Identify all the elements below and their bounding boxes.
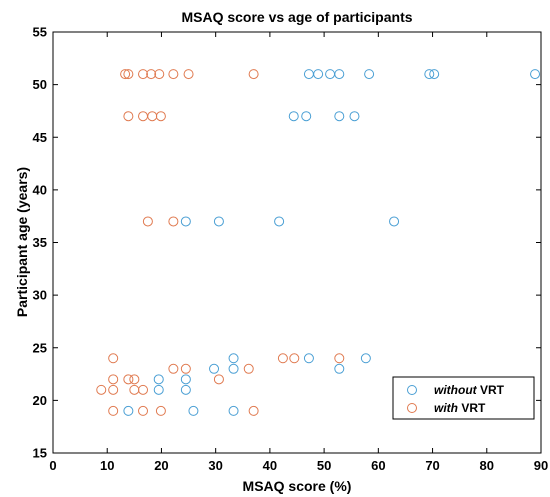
- legend: without VRT with VRT: [392, 376, 535, 420]
- data-point-without-vrt: [153, 374, 164, 385]
- legend-marker-with-vrt: [407, 403, 417, 413]
- y-tick-label: 35: [33, 235, 47, 250]
- legend-marker-without-vrt: [407, 385, 417, 395]
- data-point-with-vrt: [146, 69, 157, 80]
- x-tick-label: 0: [49, 458, 56, 473]
- data-point-with-vrt: [183, 69, 194, 80]
- data-point-without-vrt: [360, 353, 371, 364]
- y-tick-label: 20: [33, 393, 47, 408]
- data-point-with-vrt: [108, 353, 119, 364]
- data-point-with-vrt: [129, 384, 140, 395]
- data-point-without-vrt: [180, 216, 191, 227]
- data-point-without-vrt: [313, 69, 324, 80]
- legend-label-without-rest: VRT: [477, 383, 505, 397]
- data-point-with-vrt: [123, 69, 134, 80]
- data-point-with-vrt: [289, 353, 300, 364]
- data-point-with-vrt: [334, 353, 345, 364]
- x-tick-label: 90: [534, 458, 548, 473]
- y-axis: 15 20 25 30 35 40 45 50 55: [33, 25, 541, 461]
- data-point-with-vrt: [243, 363, 254, 374]
- legend-label-with-em: with: [434, 401, 458, 415]
- data-point-without-vrt: [180, 384, 191, 395]
- data-point-without-vrt: [209, 363, 220, 374]
- data-point-with-vrt: [108, 374, 119, 385]
- y-tick-label: 30: [33, 288, 47, 303]
- y-tick-label: 55: [33, 25, 47, 40]
- x-tick-label: 50: [317, 458, 331, 473]
- chart-title: MSAQ score vs age of participants: [181, 9, 412, 25]
- data-point-without-vrt: [334, 69, 345, 80]
- x-tick-label: 10: [100, 458, 114, 473]
- x-tick-label: 80: [480, 458, 494, 473]
- data-point-with-vrt: [277, 353, 288, 364]
- data-point-with-vrt: [155, 111, 166, 122]
- y-tick-label: 15: [33, 446, 47, 461]
- x-tick-label: 20: [154, 458, 168, 473]
- data-point-without-vrt: [334, 363, 345, 374]
- data-point-without-vrt: [228, 405, 239, 416]
- data-point-with-vrt: [154, 69, 165, 80]
- data-point-with-vrt: [123, 111, 134, 122]
- data-point-with-vrt: [168, 69, 179, 80]
- data-point-without-vrt: [288, 111, 299, 122]
- data-point-with-vrt: [138, 405, 149, 416]
- x-tick-label: 70: [425, 458, 439, 473]
- data-point-with-vrt: [248, 69, 259, 80]
- x-tick-label: 60: [371, 458, 385, 473]
- data-point-without-vrt: [349, 111, 360, 122]
- data-point-without-vrt: [389, 216, 400, 227]
- data-point-with-vrt: [248, 405, 259, 416]
- data-point-with-vrt: [138, 69, 149, 80]
- data-point-without-vrt: [123, 405, 134, 416]
- data-points: [96, 69, 541, 416]
- data-point-with-vrt: [108, 384, 119, 395]
- data-point-with-vrt: [138, 384, 149, 395]
- y-tick-label: 45: [33, 130, 47, 145]
- data-point-without-vrt: [213, 216, 224, 227]
- data-point-without-vrt: [228, 353, 239, 364]
- y-tick-label: 25: [33, 340, 47, 355]
- data-point-without-vrt: [325, 69, 336, 80]
- data-point-with-vrt: [129, 374, 140, 385]
- data-point-with-vrt: [123, 374, 134, 385]
- data-point-with-vrt: [168, 216, 179, 227]
- x-tick-label: 40: [263, 458, 277, 473]
- y-tick-label: 50: [33, 77, 47, 92]
- data-point-without-vrt: [364, 69, 375, 80]
- data-point-without-vrt: [429, 69, 440, 80]
- data-point-with-vrt: [138, 111, 149, 122]
- data-point-without-vrt: [228, 363, 239, 374]
- data-point-without-vrt: [530, 69, 541, 80]
- x-tick-label: 30: [208, 458, 222, 473]
- data-point-with-vrt: [155, 405, 166, 416]
- data-point-without-vrt: [274, 216, 285, 227]
- data-point-without-vrt: [303, 69, 314, 80]
- legend-label-with-vrt: with VRT: [434, 401, 486, 415]
- data-point-with-vrt: [96, 384, 107, 395]
- y-axis-label: Participant age (years): [14, 167, 30, 317]
- data-point-with-vrt: [147, 111, 158, 122]
- legend-box: [392, 376, 535, 420]
- data-point-without-vrt: [303, 353, 314, 364]
- x-axis: 0 10 20 30 40 50 60 70 80 90: [49, 32, 548, 473]
- data-point-without-vrt: [188, 405, 199, 416]
- data-point-without-vrt: [424, 69, 435, 80]
- data-point-without-vrt: [334, 111, 345, 122]
- data-point-without-vrt: [153, 384, 164, 395]
- legend-label-with-rest: VRT: [458, 401, 486, 415]
- data-point-without-vrt: [180, 374, 191, 385]
- data-point-without-vrt: [301, 111, 312, 122]
- data-point-with-vrt: [108, 405, 119, 416]
- legend-label-without-em: without: [434, 383, 478, 397]
- legend-label-without-vrt: without VRT: [434, 383, 505, 397]
- data-point-with-vrt: [142, 216, 153, 227]
- data-point-with-vrt: [120, 69, 131, 80]
- data-point-with-vrt: [180, 363, 191, 374]
- y-tick-label: 40: [33, 182, 47, 197]
- data-point-with-vrt: [213, 374, 224, 385]
- x-axis-label: MSAQ score (%): [243, 478, 352, 494]
- data-point-with-vrt: [168, 363, 179, 374]
